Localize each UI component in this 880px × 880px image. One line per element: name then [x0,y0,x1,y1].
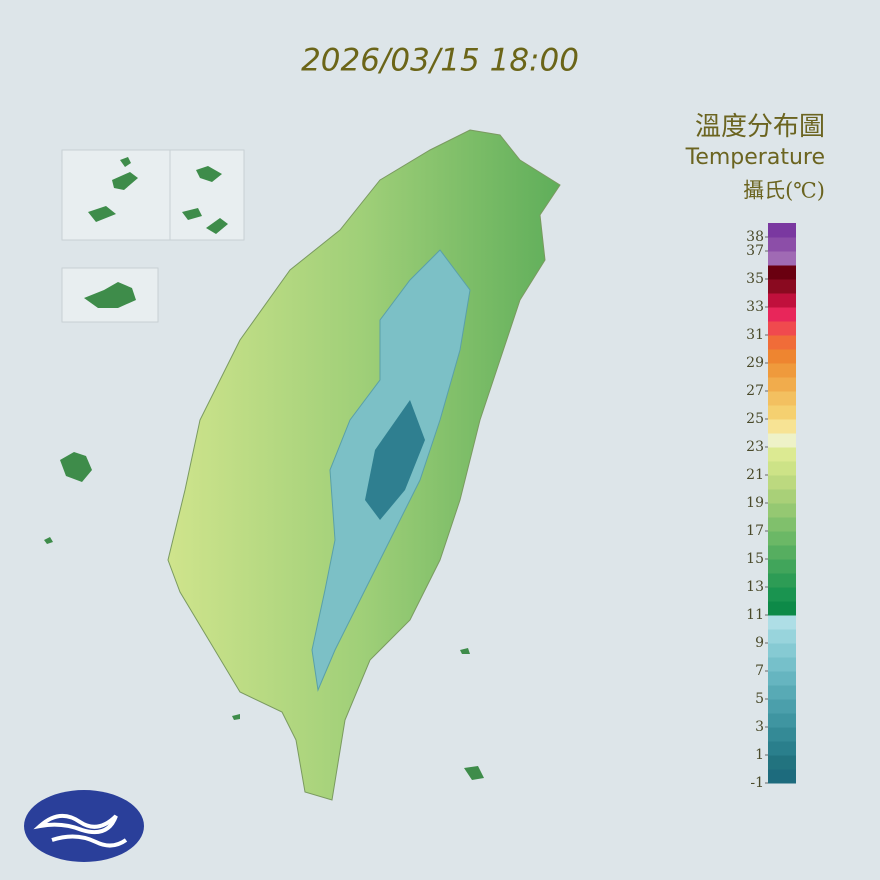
high-mountains [365,400,425,520]
legend-band [768,629,796,644]
legend-band [768,769,796,784]
tick-label: 7 [755,663,764,679]
legend-band [768,293,796,308]
legend-title: 溫度分布圖 [695,112,825,142]
legend-band [768,755,796,770]
tick-label: -1 [750,775,764,791]
tick-label: 33 [746,299,764,315]
inset [61,149,183,241]
tick-label: 35 [746,271,764,287]
legend-band [768,741,796,756]
legend-band [768,699,796,714]
legend-band [768,307,796,322]
legend-band [768,573,796,588]
legend-band [768,657,796,672]
legend-band [768,517,796,532]
legend-band [768,559,796,574]
legend-band [768,601,796,616]
islands [44,157,484,780]
legend-band [768,391,796,406]
tick-label: 1 [755,747,764,763]
legend-band [768,685,796,700]
tick-label: 23 [746,439,764,455]
legend-band [768,363,796,378]
tick-label: 37 [746,243,764,259]
legend-band [768,405,796,420]
legend-band [768,419,796,434]
legend-band [768,335,796,350]
tick-label: 5 [755,691,764,707]
legend-band [768,713,796,728]
legend-unit: 攝氏(℃) [743,179,825,203]
tick-label: 38 [746,229,764,245]
legend-band [768,279,796,294]
tick-label: 17 [746,523,764,539]
logo-mark [33,814,128,848]
timestamp: 2026/03/15 18:00 [301,43,579,79]
tick-label: 29 [746,355,764,371]
legend-band [768,531,796,546]
legend-band [768,349,796,364]
tick-label: 13 [746,579,764,595]
legend-band [768,237,796,252]
legend-band [768,475,796,490]
tick-label: 27 [746,383,764,399]
tick-label: 21 [746,467,764,483]
legend-band [768,377,796,392]
legend-band [768,447,796,462]
legend-band [768,321,796,336]
tick-label: 3 [755,719,764,735]
legend-band [768,545,796,560]
tick-label: 31 [746,327,764,343]
legend-band [768,727,796,742]
legend-band [768,587,796,602]
legend-band [768,671,796,686]
tick-label: 15 [746,551,764,567]
tick-label: 19 [746,495,764,511]
legend-band [768,251,796,266]
legend-subtitle: Temperature [685,145,825,170]
tick-label: 9 [755,635,764,651]
legend-band [768,433,796,448]
inset [169,149,245,241]
legend-band [768,461,796,476]
legend-band [768,265,796,280]
legend-band [768,643,796,658]
legend-band [768,615,796,630]
legend-band [768,503,796,518]
tick-label: 11 [746,607,764,623]
legend-band [768,223,796,238]
tick-label: 25 [746,411,764,427]
legend-band [768,489,796,504]
